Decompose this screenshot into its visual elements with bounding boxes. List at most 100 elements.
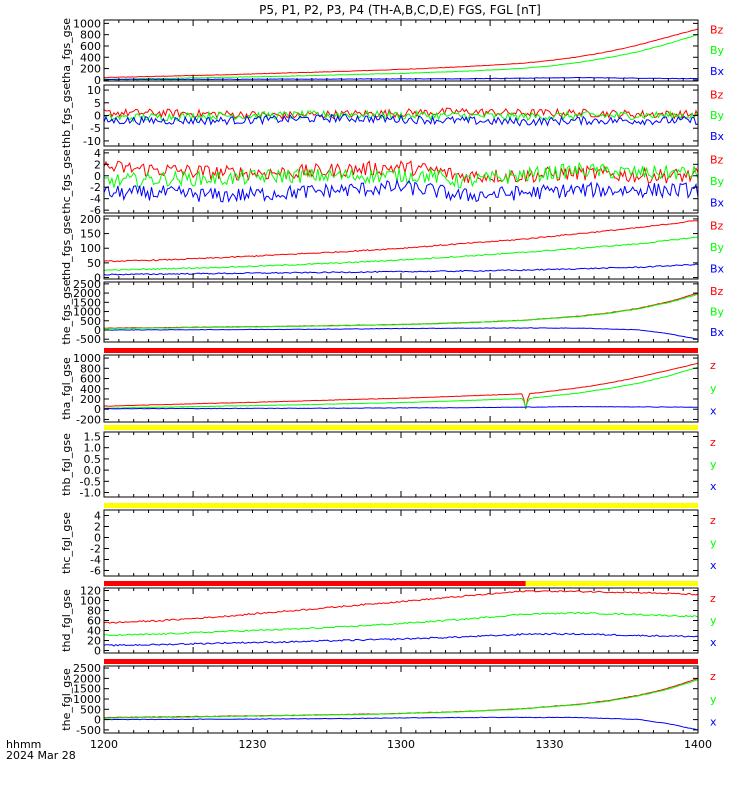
y-tick-label: 0 <box>94 170 101 183</box>
y-tick-label: -5 <box>90 122 101 135</box>
legend-label-y: By <box>710 44 725 57</box>
x-tick-label: 1400 <box>684 738 712 751</box>
legend-label-x: Bx <box>710 262 725 275</box>
legend-label-x: Bx <box>710 65 725 78</box>
legend-label-z: z <box>710 514 716 527</box>
chart-title: P5, P1, P2, P3, P4 (TH-A,B,C,D,E) FGS, F… <box>259 3 541 17</box>
y-tick-label: -500 <box>76 333 101 346</box>
y-tick-label: 1500 <box>73 683 101 696</box>
y-tick-label: 2 <box>94 158 101 171</box>
legend-label-z: z <box>710 359 716 372</box>
y-tick-label: 10 <box>87 84 101 97</box>
panel-thc_fgs_gse: -6-4-2024 thc_fgs_gse Bz By Bx <box>60 147 725 217</box>
panel-thc_fgl_gse: -6-4-2024 thc_fgl_gse zyx <box>60 503 717 578</box>
y-tick-label: -1.0 <box>80 487 101 500</box>
legend-label-z: Bz <box>710 285 724 298</box>
y-axis-label: thb_fgl_gse <box>60 433 73 496</box>
y-tick-label: 2 <box>94 521 101 534</box>
legend-label-x: x <box>710 636 717 649</box>
y-tick-label: 2500 <box>73 662 101 675</box>
status-bar-segment <box>104 659 698 664</box>
x-tick-label: 1330 <box>536 738 564 751</box>
y-tick-label: -6 <box>90 565 101 578</box>
legend-label-z: z <box>710 436 716 449</box>
panel-frame <box>103 431 699 498</box>
y-tick-label: 1000 <box>73 306 101 319</box>
legend-label-x: x <box>710 405 717 418</box>
y-axis-label: the_fgl_gse <box>60 668 73 731</box>
legend-label-x: x <box>710 716 717 729</box>
series-line-x <box>103 113 699 127</box>
status-bar-segment <box>104 425 698 430</box>
series-line-z <box>103 589 699 624</box>
legend-label-z: Bz <box>710 154 724 167</box>
legend-label-z: Bz <box>710 220 724 233</box>
series-line-z <box>103 362 699 409</box>
y-tick-label: 20 <box>87 635 101 648</box>
y-tick-label: -200 <box>76 413 101 426</box>
y-tick-label: 800 <box>80 362 101 375</box>
y-tick-label: 4 <box>94 147 101 160</box>
series-line-y <box>103 679 699 719</box>
legend-label-y: By <box>710 306 725 319</box>
y-tick-label: 1000 <box>73 693 101 706</box>
y-tick-label: 0 <box>94 532 101 545</box>
legend-label-z: Bz <box>710 88 724 101</box>
panel-frame <box>103 215 699 280</box>
y-tick-label: 0.0 <box>84 464 102 477</box>
series-line-x <box>103 632 699 647</box>
legend-label-z: z <box>710 670 716 683</box>
y-axis-label: thc_fgl_gse <box>60 512 73 574</box>
panel-thb_fgl_gse: -1.0-0.50.00.51.01.5 thb_fgl_gse zyx <box>60 425 717 500</box>
legend-label-x: x <box>710 480 717 493</box>
y-tick-label: 2000 <box>73 287 101 300</box>
legend-label-x: Bx <box>710 326 725 339</box>
y-tick-label: -4 <box>90 193 101 206</box>
y-tick-label: 1000 <box>73 17 101 30</box>
series-line-y <box>103 293 699 330</box>
series-line-y <box>103 161 699 189</box>
y-tick-label: -0.5 <box>80 475 101 488</box>
x-tick-label: 1230 <box>239 738 267 751</box>
series-line-z <box>103 220 699 263</box>
panel-frame <box>103 665 699 734</box>
series-line-x <box>103 178 699 203</box>
legend-label-z: Bz <box>710 23 724 36</box>
y-tick-label: 2000 <box>73 672 101 685</box>
legend-label-y: y <box>710 693 717 706</box>
y-tick-label: 150 <box>80 228 101 241</box>
y-tick-label: 500 <box>80 315 101 328</box>
y-axis-label: tha_fgl_gse <box>60 357 73 420</box>
y-axis-label: thc_fgs_gse <box>60 149 73 214</box>
legend-label-y: By <box>710 175 725 188</box>
y-tick-label: 600 <box>80 40 101 53</box>
legend-label-y: y <box>710 614 717 627</box>
series-line-x <box>103 716 699 731</box>
series-line-x <box>103 263 699 276</box>
legend-label-y: y <box>710 458 717 471</box>
y-tick-label: 0.5 <box>84 453 102 466</box>
y-axis-label: tha_fgs_gse <box>60 18 73 83</box>
y-tick-label: 1.0 <box>84 442 102 455</box>
series-line-y <box>103 366 699 410</box>
y-tick-label: 600 <box>80 373 101 386</box>
x-tick-label: 1200 <box>90 738 118 751</box>
x-axis-tick-labels: 1200 1230 1300 1330 1400 <box>90 738 712 751</box>
legend-label-x: Bx <box>710 196 725 209</box>
y-tick-label: 0 <box>94 110 101 123</box>
y-tick-label: -2 <box>90 181 101 194</box>
y-tick-label: 5 <box>94 97 101 110</box>
status-bar-segment <box>104 503 698 508</box>
legend-label-z: z <box>710 592 716 605</box>
y-tick-label: 80 <box>87 605 101 618</box>
series-line-x <box>103 327 699 340</box>
y-axis-label: the_fgs_gse <box>60 279 73 344</box>
